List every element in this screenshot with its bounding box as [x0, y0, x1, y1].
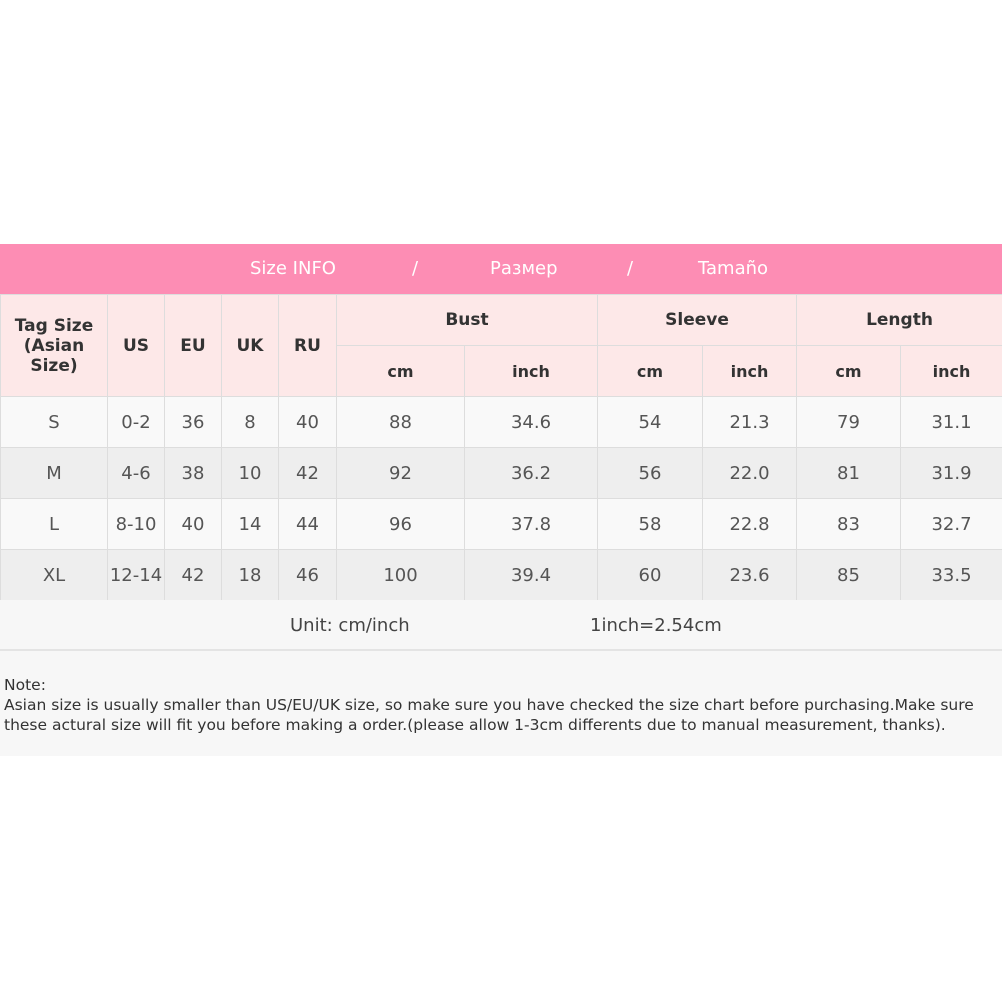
cell-tag: XL	[0, 549, 108, 601]
cell-uk: 8	[221, 396, 279, 448]
cell-length-in: 33.5	[900, 549, 1002, 601]
cell-length-cm: 85	[796, 549, 901, 601]
cell-sleeve-in: 22.8	[702, 498, 797, 550]
header-tag-size: Tag Size (Asian Size)	[0, 294, 108, 397]
header-bust-cm: cm	[336, 345, 465, 397]
cell-us: 8-10	[107, 498, 165, 550]
cell-sleeve-cm: 58	[597, 498, 703, 550]
cell-length-cm: 79	[796, 396, 901, 448]
cell-eu: 36	[164, 396, 222, 448]
note-line-2: these actural size will fit you before m…	[4, 716, 946, 734]
header-sleeve: Sleeve	[597, 294, 797, 346]
header-us: US	[107, 294, 165, 397]
cell-sleeve-cm: 54	[597, 396, 703, 448]
cell-uk: 10	[221, 447, 279, 499]
cell-eu: 42	[164, 549, 222, 601]
cell-uk: 14	[221, 498, 279, 550]
cell-length-in: 31.9	[900, 447, 1002, 499]
cell-length-in: 31.1	[900, 396, 1002, 448]
banner-separator: /	[627, 258, 634, 279]
cell-tag: L	[0, 498, 108, 550]
cell-bust-cm: 92	[336, 447, 465, 499]
cell-bust-in: 34.6	[464, 396, 598, 448]
cell-tag: M	[0, 447, 108, 499]
cell-ru: 40	[278, 396, 337, 448]
cell-ru: 42	[278, 447, 337, 499]
cell-bust-in: 36.2	[464, 447, 598, 499]
table-row: S 0-2 36 8 40 88 34.6 54 21.3 79 31.1	[0, 396, 1002, 448]
banner-title-ru: Размер	[490, 258, 558, 279]
table-row: M 4-6 38 10 42 92 36.2 56 22.0 81 31.9	[0, 447, 1002, 499]
header-eu: EU	[164, 294, 222, 397]
note-title: Note:	[4, 676, 46, 694]
header-tag-size-label: Tag Size	[14, 315, 94, 336]
cell-ru: 44	[278, 498, 337, 550]
cell-sleeve-in: 23.6	[702, 549, 797, 601]
header-length-inch: inch	[900, 345, 1002, 397]
table-row: XL 12-14 42 18 46 100 39.4 60 23.6 85 33.5	[0, 549, 1002, 601]
size-info-banner: Size INFO / Размер / Tamaño	[0, 244, 1002, 294]
cell-bust-cm: 96	[336, 498, 465, 550]
note-section: Note: Asian size is usually smaller than…	[0, 651, 1002, 756]
header-bust: Bust	[336, 294, 598, 346]
cell-sleeve-in: 22.0	[702, 447, 797, 499]
note-line-1: Asian size is usually smaller than US/EU…	[4, 696, 974, 714]
cell-length-cm: 83	[796, 498, 901, 550]
header-sleeve-inch: inch	[702, 345, 797, 397]
cell-us: 0-2	[107, 396, 165, 448]
cell-uk: 18	[221, 549, 279, 601]
cell-eu: 38	[164, 447, 222, 499]
cell-bust-in: 37.8	[464, 498, 598, 550]
header-length-cm: cm	[796, 345, 901, 397]
unit-row: Unit: cm/inch 1inch=2.54cm	[0, 600, 1002, 651]
banner-separator: /	[412, 258, 419, 279]
cell-ru: 46	[278, 549, 337, 601]
cell-eu: 40	[164, 498, 222, 550]
header-length: Length	[796, 294, 1002, 346]
banner-title-es: Tamaño	[698, 258, 769, 279]
header-uk: UK	[221, 294, 279, 397]
cell-bust-in: 39.4	[464, 549, 598, 601]
cell-tag: S	[0, 396, 108, 448]
cell-bust-cm: 100	[336, 549, 465, 601]
cell-bust-cm: 88	[336, 396, 465, 448]
cell-sleeve-cm: 60	[597, 549, 703, 601]
cell-sleeve-in: 21.3	[702, 396, 797, 448]
unit-label: Unit: cm/inch	[290, 615, 410, 636]
cell-length-cm: 81	[796, 447, 901, 499]
header-bust-inch: inch	[464, 345, 598, 397]
cell-sleeve-cm: 56	[597, 447, 703, 499]
banner-title-en: Size INFO	[250, 258, 336, 279]
unit-conversion: 1inch=2.54cm	[590, 615, 722, 636]
cell-length-in: 32.7	[900, 498, 1002, 550]
size-table: Tag Size (Asian Size) US EU UK RU Bust Sl…	[0, 294, 1002, 601]
cell-us: 12-14	[107, 549, 165, 601]
cell-us: 4-6	[107, 447, 165, 499]
header-ru: RU	[278, 294, 337, 397]
header-sleeve-cm: cm	[597, 345, 703, 397]
table-row: L 8-10 40 14 44 96 37.8 58 22.8 83 32.7	[0, 498, 1002, 550]
header-tag-size-sub: (Asian Size)	[23, 335, 85, 376]
